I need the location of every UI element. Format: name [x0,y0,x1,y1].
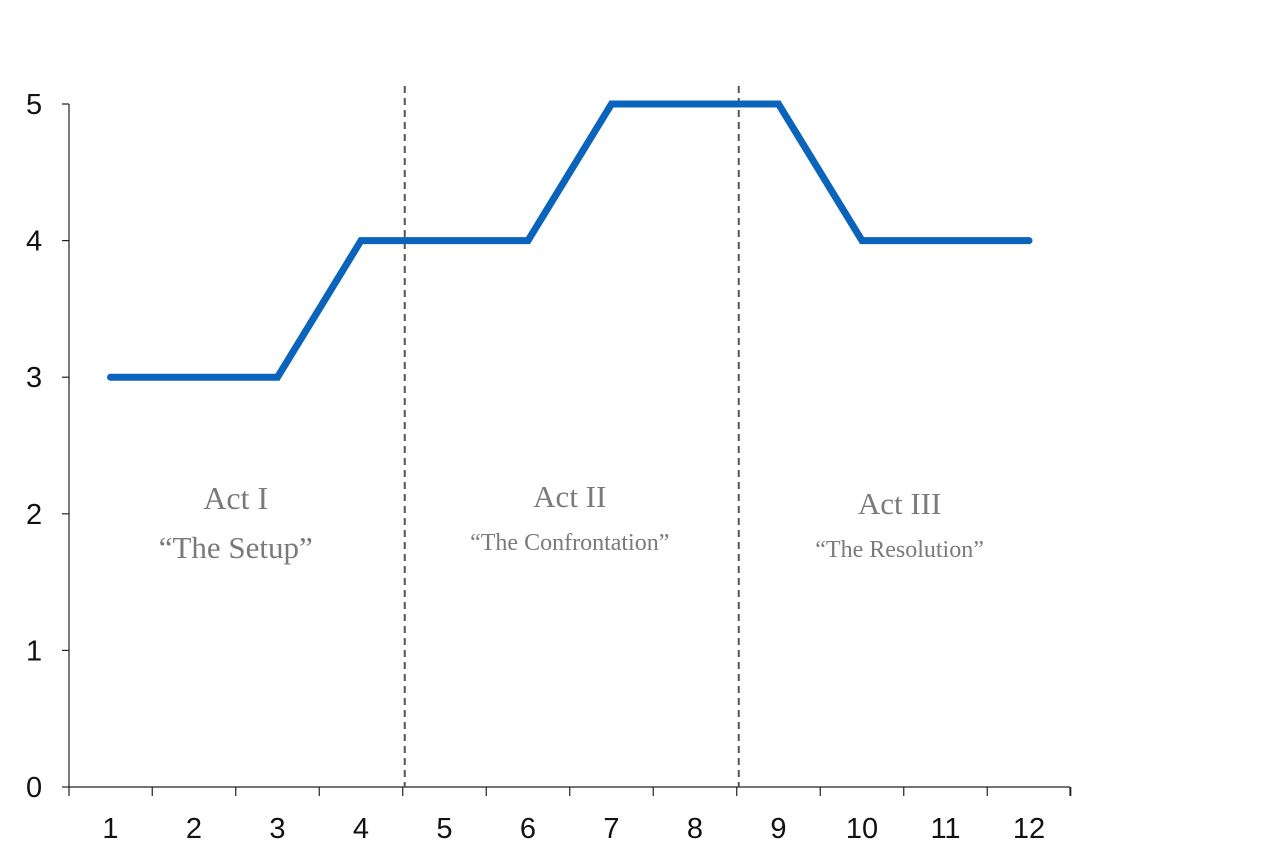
y-tick-label: 0 [26,772,42,804]
x-tick-label: 4 [353,813,369,845]
act-subtitle-1: “The Setup” [159,530,313,565]
act-dividers [403,86,740,787]
act-title-2: Act II [533,479,606,514]
y-tick-label: 2 [26,499,42,531]
x-tick-label: 8 [687,813,703,845]
x-tick-label: 10 [846,813,878,845]
series [107,100,1033,381]
act-subtitle-2: “The Confrontation” [470,530,669,556]
x-tick-label: 9 [770,813,786,845]
x-tick-label: 5 [436,813,452,845]
act-title-3: Act III [858,486,941,521]
series-line-1 [107,100,1033,381]
y-tick-label: 5 [26,89,42,121]
y-tick-label: 4 [26,226,42,258]
act-title-1: Act I [203,480,268,516]
x-tick-label: 6 [520,813,536,845]
y-tick-label: 3 [26,362,42,394]
y-tick-label: 1 [26,635,42,667]
act-annotations: Act I “The Setup” Act II “The Confrontation… [159,479,984,565]
x-tick-label: 11 [930,813,960,845]
x-tick-label: 12 [1013,813,1045,845]
x-tick-label: 3 [269,813,285,845]
act-subtitle-3: “The Resolution” [815,537,984,563]
x-tick-label: 2 [186,813,202,845]
x-tick-label: 1 [102,813,118,845]
x-tick-label: 7 [603,813,619,845]
